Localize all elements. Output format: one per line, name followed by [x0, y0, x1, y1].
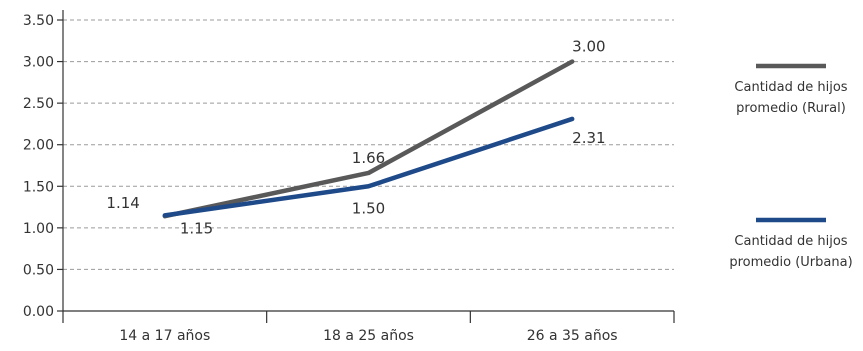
data-label: 1.50 — [352, 199, 385, 217]
x-tick-label: 14 a 17 años — [119, 328, 210, 344]
legend-label: promedio (Urbana) — [729, 255, 852, 270]
series-line-urbana — [162, 116, 575, 218]
data-label: 1.14 — [106, 194, 139, 212]
data-label: 2.31 — [572, 129, 605, 147]
y-tick-label: 0.50 — [23, 262, 54, 278]
data-label: 1.66 — [352, 149, 385, 167]
data-label: 3.00 — [572, 38, 605, 56]
legend-label: promedio (Rural) — [736, 101, 846, 116]
legend: Cantidad de hijos promedio (Rural) Cantida… — [729, 63, 853, 270]
legend-label: Cantidad de hijos — [734, 234, 847, 249]
data-label: 1.15 — [180, 219, 213, 237]
grid-lines — [63, 19, 674, 270]
series-line-rural — [162, 59, 575, 219]
y-tick-label: 2.50 — [23, 96, 54, 112]
y-tick-label: 3.50 — [23, 13, 54, 29]
axes: 0.00 0.50 1.00 1.50 2.00 2.50 3.00 3.50 14 a 17 … — [23, 10, 675, 344]
y-tick-label: 3.00 — [23, 55, 54, 71]
y-tick-label: 2.00 — [23, 138, 54, 154]
x-tick-label: 18 a 25 años — [323, 328, 414, 344]
legend-label: Cantidad de hijos — [734, 80, 847, 95]
y-tick-label: 1.50 — [23, 179, 54, 195]
y-tick-label: 1.00 — [23, 221, 54, 237]
y-tick-label: 0.00 — [23, 304, 54, 320]
x-tick-label: 26 a 35 años — [527, 328, 618, 344]
series-lines — [162, 59, 575, 219]
data-labels: 1.14 1.66 3.00 1.15 1.50 2.31 — [106, 38, 605, 238]
